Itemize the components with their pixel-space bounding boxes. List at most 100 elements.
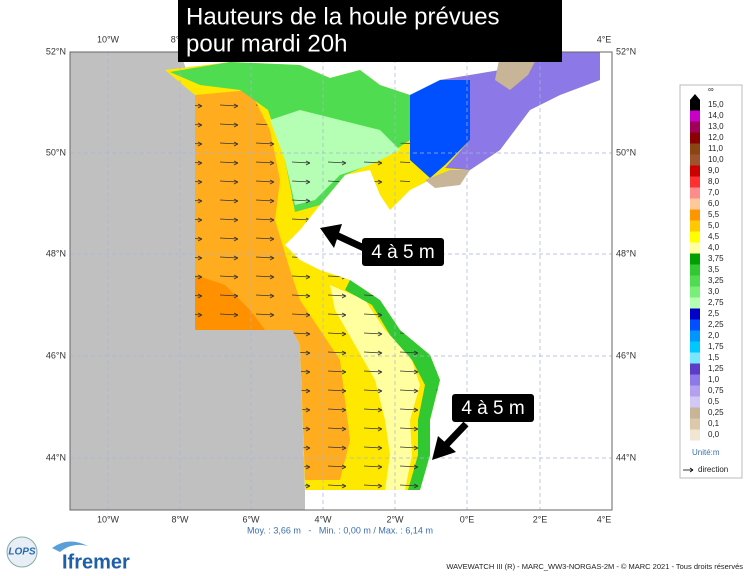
- lat-label: 50°N: [616, 147, 636, 157]
- legend-label: 10,0: [708, 155, 724, 164]
- outside-domain: [70, 490, 305, 510]
- legend-swatch: [690, 286, 700, 298]
- legend-label: 15,0: [708, 100, 724, 109]
- legend-swatch: [690, 198, 700, 210]
- direction-arrow-icon: [689, 467, 694, 473]
- stats: Moy. : 3,66 m - Min. : 0,00 m / Max. : 6…: [247, 525, 433, 535]
- lat-label: 48°N: [616, 248, 636, 258]
- legend-swatch: [690, 110, 700, 122]
- legend-label: 0,1: [708, 419, 720, 428]
- legend-label: 8,0: [708, 177, 720, 186]
- map: [69, 51, 613, 511]
- lat-label: 44°N: [616, 452, 636, 462]
- lat-label: 44°N: [46, 452, 66, 462]
- legend-swatch: [690, 231, 700, 243]
- legend-triangle: [690, 94, 700, 100]
- lon-label: 10°W: [97, 34, 120, 44]
- lon-label: 0°E: [460, 514, 475, 524]
- legend-swatch: [690, 396, 700, 408]
- legend-label: 4,0: [708, 243, 720, 252]
- lon-label: 10°W: [97, 514, 120, 524]
- legend-swatch: [690, 297, 700, 309]
- ifremer-text: Ifremer: [62, 551, 130, 573]
- lon-label: 8°W: [171, 514, 189, 524]
- lat-label: 52°N: [616, 46, 636, 56]
- annotation: 4 à 5 m: [432, 394, 534, 460]
- legend-label: 5,5: [708, 210, 720, 219]
- legend-label: 3,25: [708, 276, 724, 285]
- legend-swatch: [690, 165, 700, 177]
- footer: WAVEWATCH III (R) - MARC_WW3-NORGAS-2M -…: [446, 562, 743, 571]
- legend-swatch: [690, 121, 700, 133]
- legend-direction: direction: [698, 465, 728, 474]
- annotation-arrow: [432, 436, 456, 460]
- annotation-arrow: [443, 421, 469, 448]
- outside-domain: [70, 52, 305, 510]
- legend-swatch: [690, 385, 700, 397]
- lat-label: 50°N: [46, 147, 66, 157]
- legend-label: 1,25: [708, 364, 724, 373]
- lon-label: 2°W: [386, 514, 404, 524]
- grid: [70, 52, 612, 510]
- lat-label: 48°N: [46, 248, 66, 258]
- legend-swatch: [690, 99, 700, 111]
- legend: ∞ Unité:m direction 15,0 14,0 13,0 12,0 11,0…: [679, 84, 743, 479]
- legend-label: 3,5: [708, 265, 720, 274]
- legend-swatch: [690, 220, 700, 232]
- legend-label: 14,0: [708, 111, 724, 120]
- annotation-box: [452, 394, 534, 422]
- annotation-arrow: [320, 224, 342, 248]
- legend-swatch: [690, 319, 700, 331]
- lat-label: 52°N: [46, 46, 66, 56]
- lops-text: LOPS: [8, 547, 36, 558]
- legend-label: 11,0: [708, 144, 724, 153]
- lon-label: 4°W: [314, 514, 332, 524]
- legend-swatch: [690, 363, 700, 375]
- ifremer-icon: [52, 541, 88, 552]
- title: pour mardi 20h: [186, 30, 347, 57]
- legend-label: 9,0: [708, 166, 720, 175]
- legend-swatch: [690, 418, 700, 430]
- logos: LOPS Ifremer: [6, 536, 130, 573]
- legend-label: 5,0: [708, 221, 720, 230]
- legend-swatch: [690, 176, 700, 188]
- lat-label: 46°N: [46, 350, 66, 360]
- lon-label: 4°E: [597, 514, 612, 524]
- legend-swatch: [690, 253, 700, 265]
- annotation-arrow: [334, 231, 366, 252]
- legend-swatch: [690, 275, 700, 287]
- annotation: 4 à 5 m: [320, 224, 444, 266]
- legend-label: ∞: [708, 85, 714, 94]
- legend-swatch: [690, 407, 700, 419]
- legend-label: 1,75: [708, 342, 724, 351]
- legend-label: 6,0: [708, 199, 720, 208]
- legend-swatch: [690, 187, 700, 199]
- legend-swatch: [690, 429, 700, 441]
- legend-swatch: [690, 154, 700, 166]
- coordinate-labels: 10°W 8°W 6°W 4°W 2°W 0°E 2°E 4°E 10°W 8° 4°E 52°N 52…: [46, 34, 636, 524]
- legend-label: 2,0: [708, 331, 720, 340]
- legend-label: 2,5: [708, 309, 720, 318]
- legend-label: 2,25: [708, 320, 724, 329]
- annotation-text: 4 à 5 m: [461, 398, 524, 419]
- legend-label: 0,25: [708, 408, 724, 417]
- annotation-box: [362, 238, 444, 266]
- title-box: [178, 0, 562, 62]
- legend-unit: Unité:m: [692, 448, 720, 457]
- lon-label: 8°: [171, 34, 180, 44]
- legend-label: 4,5: [708, 232, 720, 241]
- legend-label: 0,5: [708, 397, 720, 406]
- legend-label: 7,0: [708, 188, 720, 197]
- legend-label: 13,0: [708, 122, 724, 131]
- lops-logo: [6, 536, 38, 568]
- lat-label: 46°N: [616, 350, 636, 360]
- legend-swatch: [690, 132, 700, 144]
- legend-swatch: [690, 308, 700, 320]
- legend-label: 0,0: [708, 430, 720, 439]
- legend-label: 2,75: [708, 298, 724, 307]
- lon-label: 4°E: [597, 34, 612, 44]
- legend-label: 1,5: [708, 353, 720, 362]
- legend-swatch: [690, 374, 700, 386]
- legend-label: 12,0: [708, 133, 724, 142]
